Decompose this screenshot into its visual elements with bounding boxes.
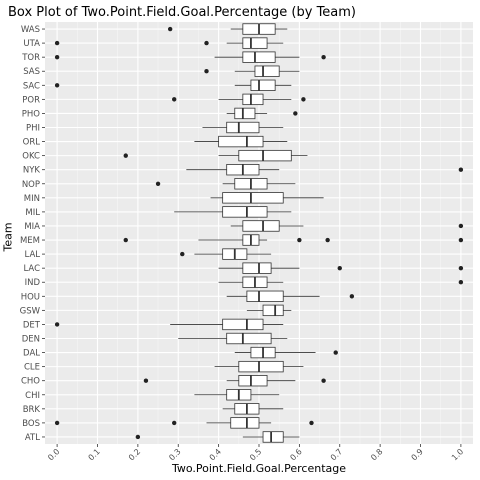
box	[254, 65, 280, 77]
y-tick-label: DEN	[22, 335, 40, 345]
outlier-point	[458, 237, 464, 243]
outlier-point	[123, 153, 128, 158]
x-tick-label: 0.1	[87, 447, 102, 462]
y-tick-label: ATL	[25, 433, 40, 443]
outlier-point	[321, 378, 326, 383]
y-tick-label: MEM	[20, 236, 40, 246]
box	[242, 37, 268, 49]
y-tick-label: BOS	[22, 419, 40, 429]
y-tick-label: ORL	[23, 138, 41, 148]
y-tick-label: POR	[22, 95, 40, 105]
outlier-point	[301, 97, 306, 102]
y-tick-label: OKC	[22, 152, 40, 162]
y-tick-label: CLE	[24, 363, 40, 373]
y-tick-label: HOU	[21, 292, 40, 302]
box	[222, 192, 284, 204]
box	[226, 121, 260, 134]
outlier-point	[143, 378, 149, 383]
x-tick-label: 1.0	[450, 447, 465, 462]
y-tick-label: DET	[23, 320, 41, 330]
y-tick-label: SAS	[23, 67, 40, 77]
box	[222, 206, 268, 218]
box	[230, 417, 260, 429]
y-tick-label: MIN	[24, 194, 40, 204]
x-tick-label: 0.5	[248, 447, 263, 462]
y-tick-label: LAL	[25, 250, 41, 260]
x-tick-label: 0.4	[208, 447, 223, 462]
box	[218, 135, 264, 148]
x-axis-label: Two.Point.Field.Goal.Percentage	[171, 462, 347, 475]
y-tick-label: UTA	[23, 39, 40, 49]
outlier-point	[458, 167, 464, 172]
y-tick-label: IND	[25, 278, 41, 288]
outlier-point	[54, 54, 60, 60]
y-tick-label: CHO	[21, 377, 40, 387]
box	[262, 431, 284, 443]
x-tick-label: 0.7	[329, 447, 344, 462]
box	[238, 375, 268, 387]
outlier-point	[458, 280, 464, 285]
x-tick-label: 0.9	[410, 447, 425, 462]
outlier-point	[204, 40, 209, 46]
outlier-point	[54, 420, 60, 426]
chart-title: Box Plot of Two.Point.Field.Goal.Percent…	[8, 5, 357, 20]
y-tick-label: PHO	[22, 109, 41, 119]
y-tick-label: SAC	[23, 81, 40, 91]
outlier-point	[172, 97, 177, 102]
outlier-point	[309, 420, 314, 426]
outlier-point	[167, 26, 173, 32]
box	[238, 360, 284, 373]
box	[238, 149, 292, 162]
outlier-point	[155, 181, 161, 186]
y-tick-label: GSW	[20, 306, 41, 316]
box	[226, 332, 272, 345]
box	[262, 304, 284, 317]
outlier-point	[123, 237, 128, 243]
outlier-point	[54, 40, 60, 46]
outlier-point	[325, 237, 330, 243]
box	[242, 93, 264, 106]
y-tick-label: NYK	[23, 166, 41, 176]
outlier-point	[172, 420, 177, 426]
outlier-point	[349, 294, 355, 299]
y-tick-label: PHI	[26, 124, 40, 134]
x-tick-label: 0.2	[127, 447, 142, 462]
outlier-point	[204, 69, 209, 74]
x-tick-label: 0.3	[167, 447, 182, 462]
box	[242, 262, 272, 274]
y-tick-label: BRK	[23, 405, 41, 415]
x-tick-label: 0.6	[288, 447, 303, 462]
box	[242, 51, 276, 63]
outlier-point	[458, 223, 464, 229]
outlier-point	[54, 83, 60, 88]
outlier-point	[297, 237, 302, 243]
box	[250, 79, 276, 91]
y-tick-label: DAL	[23, 349, 40, 359]
x-tick-label: 0.8	[369, 447, 384, 462]
box	[246, 290, 284, 302]
outlier-point	[293, 111, 298, 116]
outlier-point	[337, 265, 342, 271]
y-tick-label: TOR	[21, 53, 40, 63]
outlier-point	[333, 350, 338, 355]
box	[242, 220, 280, 232]
y-tick-label: WAS	[21, 25, 40, 35]
y-tick-label: MIL	[25, 208, 40, 218]
x-tick-label: 0.0	[46, 447, 61, 462]
outlier-point	[180, 251, 185, 257]
box	[234, 107, 256, 120]
outlier-point	[321, 54, 326, 60]
y-tick-label: MIA	[24, 222, 40, 232]
outlier-point	[54, 322, 60, 327]
outlier-point	[135, 434, 141, 440]
outlier-point	[458, 265, 464, 271]
y-tick-label: CHI	[25, 391, 40, 401]
box	[222, 318, 264, 331]
y-tick-label: LAC	[23, 264, 40, 274]
y-tick-label: NOP	[22, 180, 40, 190]
